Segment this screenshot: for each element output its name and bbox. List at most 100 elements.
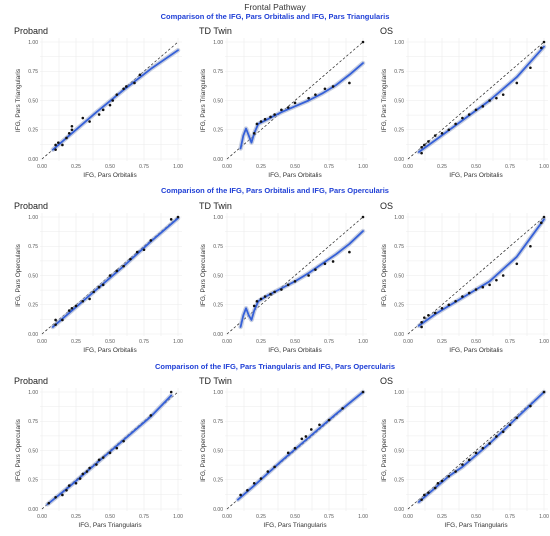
smooth-line: [236, 391, 364, 501]
x-tick-label: 0.00: [403, 339, 413, 345]
data-point: [57, 141, 60, 144]
data-point: [361, 40, 365, 44]
y-tick-label: 0.25: [213, 128, 223, 134]
panel-title: TD Twin: [199, 376, 232, 386]
data-point: [440, 306, 444, 310]
data-point: [447, 474, 451, 478]
x-tick-label: 0.50: [105, 514, 115, 520]
data-point: [323, 262, 327, 266]
y-tick-label: 0.50: [213, 448, 223, 454]
y-axis-label: IFG, Pars Triangularis: [200, 68, 207, 132]
panel-title: Proband: [14, 201, 48, 211]
panel-title: TD Twin: [199, 201, 232, 211]
data-point: [85, 470, 89, 473]
data-point: [280, 108, 283, 112]
data-point: [436, 481, 440, 485]
data-point: [70, 124, 74, 128]
data-point: [286, 451, 290, 455]
smooth-line: [239, 62, 364, 150]
y-tick-label: 0.25: [28, 478, 38, 484]
data-point: [501, 93, 505, 96]
data-point: [122, 439, 125, 443]
x-tick-label: 0.50: [471, 339, 481, 345]
x-tick-label: 0.75: [324, 339, 334, 345]
data-point: [111, 99, 115, 102]
data-point: [259, 477, 263, 480]
x-axis-label: IFG, Pars Orbitalis: [449, 172, 503, 179]
data-point: [348, 250, 351, 254]
y-axis-label: IFG, Pars Opercularis: [381, 418, 388, 482]
x-tick-label: 0.25: [437, 339, 447, 345]
x-tick-label: 1.00: [539, 164, 549, 170]
x-axis-label: IFG, Pars Orbitalis: [268, 347, 322, 354]
data-point: [259, 297, 263, 301]
data-point: [501, 430, 505, 434]
y-tick-label: 0.75: [213, 244, 223, 250]
smooth-line: [239, 230, 364, 328]
section-title-2: Comparison of the IFG, Pars Orbitalis an…: [161, 186, 389, 195]
data-point: [252, 304, 256, 308]
scatter-panel: TD Twin 0.00 0.25 0.50 0.75 1.00 0.00 0.25 0.50 0…: [199, 376, 368, 529]
y-tick-label: 0.75: [394, 244, 404, 250]
data-point: [515, 81, 519, 85]
x-tick-label: 0.75: [139, 164, 149, 170]
panel-title: OS: [380, 376, 393, 386]
x-axis-label: IFG, Pars Orbitalis: [83, 347, 137, 354]
data-point: [348, 81, 351, 85]
data-point: [420, 498, 423, 501]
data-point: [488, 442, 491, 445]
identity-line: [407, 41, 545, 160]
section-title-3: Comparison of the IFG, Pars Triangularis…: [154, 362, 396, 371]
data-point: [420, 325, 423, 329]
x-tick-label: 1.00: [539, 514, 549, 520]
data-point: [331, 260, 335, 263]
data-point: [169, 390, 173, 394]
data-point: [488, 283, 491, 287]
data-point: [474, 288, 478, 291]
y-tick-label: 0.50: [394, 448, 404, 454]
data-point: [255, 122, 259, 126]
data-point: [101, 108, 105, 112]
data-point: [327, 418, 331, 422]
x-tick-label: 1.00: [358, 514, 368, 520]
x-axis-label: IFG, Pars Triangularis: [444, 522, 508, 529]
data-point: [423, 143, 426, 147]
data-point: [529, 66, 532, 70]
y-tick-label: 0.25: [394, 303, 404, 309]
x-tick-label: 1.00: [358, 164, 368, 170]
data-point: [263, 295, 267, 298]
data-point: [423, 493, 426, 497]
data-point: [115, 269, 119, 273]
y-tick-label: 1.00: [394, 390, 404, 396]
data-point: [88, 466, 91, 470]
data-point: [433, 311, 437, 315]
y-tick-label: 0.75: [28, 69, 38, 75]
x-tick-label: 1.00: [539, 339, 549, 345]
data-point: [467, 291, 471, 295]
y-tick-label: 0.00: [394, 332, 404, 338]
x-tick-label: 1.00: [173, 164, 183, 170]
data-point: [461, 116, 464, 120]
data-point: [176, 215, 180, 219]
data-point: [293, 280, 297, 283]
x-tick-label: 0.75: [505, 339, 515, 345]
data-point: [293, 101, 297, 105]
x-axis-label: IFG, Pars Triangularis: [78, 522, 142, 529]
x-tick-label: 0.00: [403, 514, 413, 520]
x-tick-label: 0.75: [505, 164, 515, 170]
data-point: [97, 285, 101, 289]
y-tick-label: 1.00: [28, 215, 38, 221]
main-title: Frontal Pathway: [244, 2, 306, 12]
data-point: [97, 113, 101, 116]
data-point: [65, 136, 68, 140]
data-point: [88, 120, 91, 123]
y-tick-label: 1.00: [394, 215, 404, 221]
data-point: [101, 283, 105, 287]
data-point: [269, 292, 272, 296]
data-point: [318, 423, 321, 427]
data-point: [420, 151, 423, 155]
y-tick-label: 0.25: [394, 128, 404, 134]
data-point: [92, 290, 95, 294]
data-point: [461, 295, 464, 298]
x-tick-label: 0.25: [71, 514, 81, 520]
